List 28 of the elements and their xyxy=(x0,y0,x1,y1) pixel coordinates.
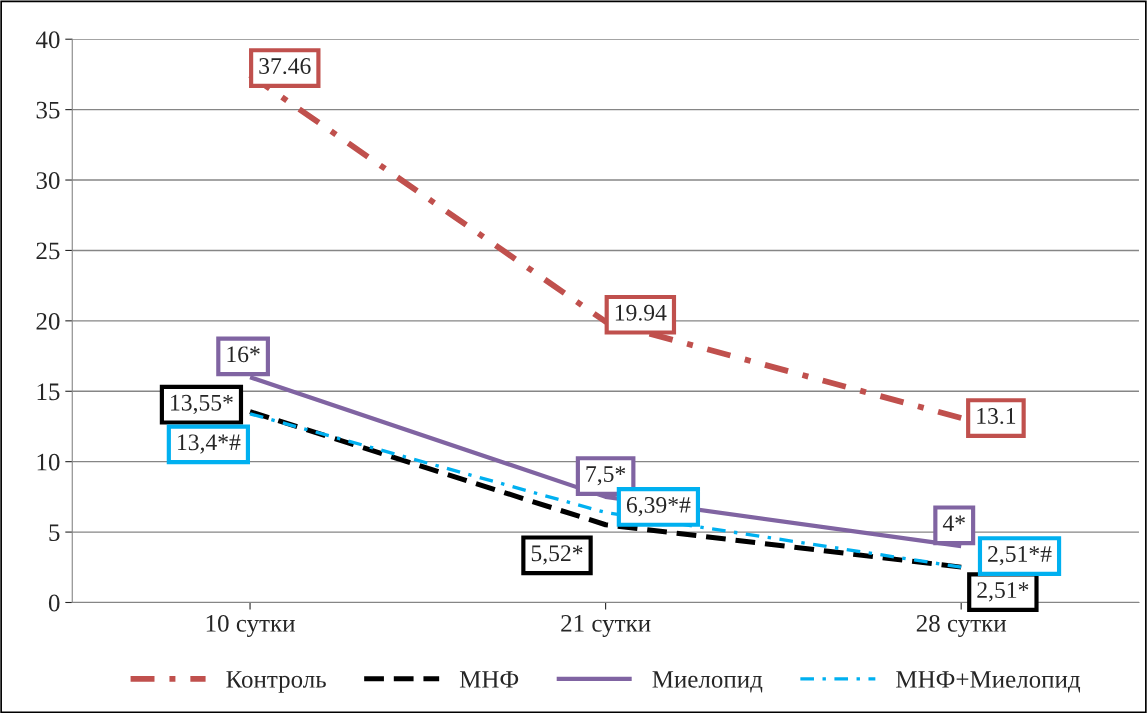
y-tick-label: 25 xyxy=(36,242,60,260)
legend-label: Контроль xyxy=(226,671,326,693)
y-tick-label: 20 xyxy=(36,312,60,330)
data-label: 5,52* xyxy=(531,545,583,565)
data-label: 4* xyxy=(942,515,965,531)
data-label: 13,4*# xyxy=(177,434,241,454)
data-label: 2,51* xyxy=(977,582,1029,602)
data-label: 13.1 xyxy=(977,408,1016,425)
legend-label: МНФ xyxy=(459,671,519,688)
y-tick-label: 30 xyxy=(36,172,60,189)
x-tick-label: 28 сутки xyxy=(916,614,1007,637)
y-tick-label: 5 xyxy=(49,524,60,541)
data-label: 19.94 xyxy=(615,304,667,321)
data-label: 16* xyxy=(227,346,260,363)
y-tick-label: 0 xyxy=(48,594,60,612)
y-tick-label: 35 xyxy=(36,101,60,119)
data-label: 13,55* xyxy=(171,394,233,415)
data-label: 2,51*# xyxy=(988,546,1052,566)
x-tick-label: 21 сутки xyxy=(561,615,651,637)
data-label: 7,5* xyxy=(586,466,626,486)
data-label: 6,39*# xyxy=(626,496,691,517)
x-tick-label: 10 сутки xyxy=(206,614,295,637)
y-tick-label: 10 xyxy=(37,453,60,471)
data-label: 37.46 xyxy=(259,58,311,75)
legend-label: МНФ+Миелопид xyxy=(896,671,1081,693)
y-tick-label: 15 xyxy=(37,383,60,401)
y-tick-label: 40 xyxy=(35,31,60,49)
legend-label: Миелопид xyxy=(652,671,763,693)
